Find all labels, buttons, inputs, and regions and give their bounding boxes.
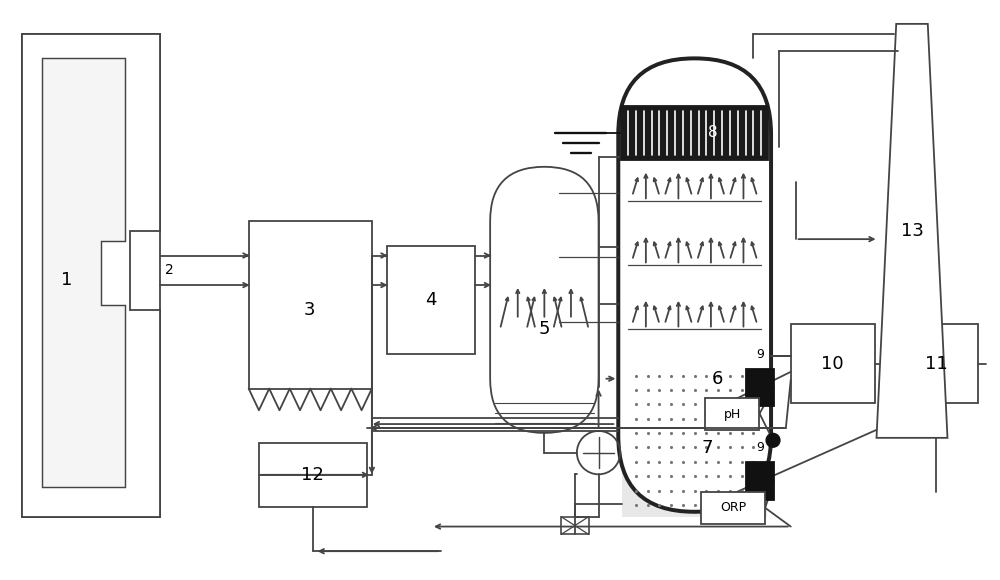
FancyBboxPatch shape [618,59,771,512]
Bar [746,369,774,407]
Text: 7: 7 [701,439,713,457]
Text: 4: 4 [425,291,437,309]
Text: 5: 5 [539,320,550,338]
Bar [746,462,774,500]
Text: 3: 3 [304,300,316,319]
Text: 8: 8 [708,125,718,140]
Text: 9: 9 [756,441,764,454]
Bar [249,221,372,389]
Bar [622,364,767,517]
Polygon shape [877,24,947,438]
Text: 9: 9 [756,347,764,361]
FancyBboxPatch shape [490,167,599,433]
Text: 1: 1 [61,271,72,289]
Polygon shape [22,34,160,517]
Text: 6: 6 [712,369,723,387]
Bar [894,324,978,403]
Text: pH: pH [723,408,741,420]
Text: 13: 13 [901,222,923,240]
Bar [621,106,768,160]
Bar [561,517,589,534]
Polygon shape [22,34,160,517]
Bar [387,246,475,354]
Text: 10: 10 [821,355,844,373]
Bar [705,398,759,430]
Bar [791,324,875,403]
Text: 2: 2 [165,263,174,277]
Text: 11: 11 [925,355,948,373]
Text: 12: 12 [301,466,324,484]
Circle shape [766,433,780,447]
Text: ORP: ORP [720,501,746,514]
Bar [259,443,367,507]
Bar [701,492,765,524]
Polygon shape [42,59,125,487]
